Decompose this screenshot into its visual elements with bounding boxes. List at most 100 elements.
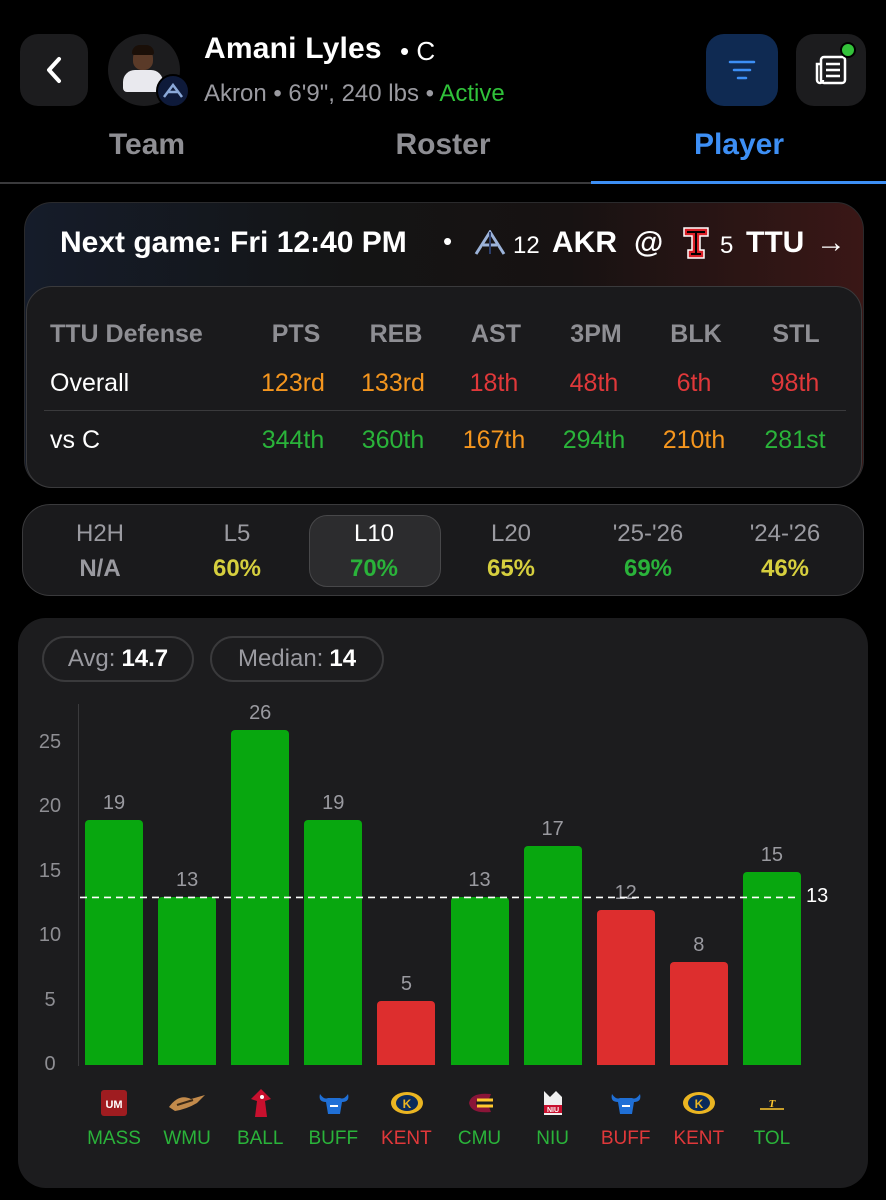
chevron-left-icon (47, 57, 61, 83)
svg-text:K: K (403, 1097, 412, 1111)
tab-divider (0, 182, 886, 184)
split-l5-label[interactable]: L5 (223, 520, 251, 547)
buffalo-logo-icon (305, 1086, 363, 1120)
table-divider (44, 410, 846, 411)
chart-bar[interactable] (523, 845, 582, 1065)
home-rank: 12 (513, 232, 540, 259)
tab-roster[interactable]: Roster (395, 128, 491, 161)
avg-pill: Avg: 14.7 (42, 636, 194, 682)
bar-value-label: 19 (322, 792, 345, 815)
newspaper-icon (815, 55, 847, 85)
kent-logo-icon: K (378, 1086, 436, 1120)
back-button[interactable] (20, 34, 88, 106)
table-cell: 18th (469, 369, 519, 397)
split-l20-value[interactable]: 65% (486, 555, 536, 582)
opponent-label: KENT (673, 1128, 725, 1149)
defense-title: TTU Defense (50, 320, 203, 348)
split-multi-season-label[interactable]: '24-'26 (749, 520, 821, 547)
chart-bar[interactable] (742, 871, 801, 1065)
split-h2h-label[interactable]: H2H (75, 520, 124, 547)
ball-state-logo-icon (232, 1086, 290, 1120)
next-game-label: Next game: Fri 12:40 PM (60, 226, 407, 259)
split-season-label[interactable]: '25-'26 (612, 520, 684, 547)
col-header: REB (369, 320, 423, 348)
defense-table (26, 286, 862, 488)
news-button[interactable] (796, 34, 866, 106)
col-header: PTS (271, 320, 321, 348)
opponent-label: WMU (163, 1128, 211, 1149)
table-cell: 133rd (361, 369, 425, 397)
y-tick-label: 15 (38, 859, 62, 882)
arrow-right-icon: → (816, 226, 846, 259)
split-h2h-value[interactable]: N/A (79, 555, 121, 582)
svg-text:NIU: NIU (547, 1107, 559, 1114)
y-tick-label: 0 (44, 1053, 56, 1075)
y-tick-label: 20 (38, 795, 62, 818)
split-season-value[interactable]: 69% (623, 555, 673, 582)
bar-value-label: 8 (693, 933, 705, 956)
notification-dot (840, 42, 856, 58)
bar-value-label: 13 (175, 869, 199, 892)
akron-logo-icon (474, 229, 506, 261)
chart-bar[interactable] (304, 820, 363, 1065)
player-info: Akron • 6'9", 240 lbs • Active (204, 80, 505, 107)
col-header: AST (471, 320, 521, 348)
y-axis-line (78, 704, 79, 1066)
col-header: STL (772, 320, 820, 348)
home-team: AKR (552, 226, 617, 259)
opponent-label: MASS (87, 1128, 141, 1149)
niu-logo-icon: NIU (524, 1086, 582, 1120)
svg-text:K: K (695, 1097, 704, 1111)
ttu-logo-icon (682, 226, 710, 265)
tab-player[interactable]: Player (693, 128, 785, 161)
umass-logo-icon: UM (85, 1086, 143, 1120)
split-multi-season-value[interactable]: 46% (760, 555, 810, 582)
cmu-logo-icon (451, 1086, 509, 1120)
filter-icon (728, 60, 756, 80)
tab-indicator (591, 181, 886, 184)
opponent-label: TOL (753, 1128, 791, 1149)
chart-bar[interactable] (231, 729, 290, 1065)
table-cell: 294th (562, 426, 626, 454)
split-l10-label[interactable]: L10 (353, 520, 395, 547)
table-cell: 48th (569, 369, 619, 397)
chart-bar[interactable] (377, 1000, 436, 1065)
y-tick-label: 10 (38, 924, 62, 947)
row-label-vs-c: vs C (50, 426, 100, 454)
y-tick-label: 5 (44, 988, 56, 1011)
opponent-label: BUFF (600, 1128, 651, 1149)
table-cell: 6th (676, 369, 712, 397)
chart-bar[interactable] (596, 910, 655, 1065)
table-cell: 360th (361, 426, 425, 454)
bar-value-label: 13 (468, 869, 491, 892)
player-position: • C (400, 36, 436, 66)
split-l20-label[interactable]: L20 (490, 520, 532, 547)
split-selected-bg (309, 515, 441, 587)
svg-text:T: T (769, 1098, 777, 1110)
table-cell: 98th (770, 369, 820, 397)
filter-button[interactable] (706, 34, 778, 106)
status-badge: Active (439, 80, 505, 107)
col-header: BLK (670, 320, 722, 348)
chart-bar[interactable] (450, 897, 509, 1065)
split-l5-value[interactable]: 60% (212, 555, 262, 582)
bar-value-label: 17 (541, 817, 564, 840)
akron-badge-icon (156, 74, 190, 108)
table-cell: 210th (662, 426, 726, 454)
chart-bar[interactable] (669, 961, 728, 1065)
svg-text:UM: UM (105, 1099, 122, 1111)
table-cell: 123rd (261, 369, 325, 397)
chart-bar[interactable] (158, 897, 217, 1065)
opponent-label: CMU (457, 1128, 502, 1149)
chart-bar[interactable] (85, 820, 143, 1065)
bar-value-label: 19 (102, 792, 126, 815)
opponent-label: KENT (381, 1128, 432, 1149)
opponent-label: NIU (536, 1128, 569, 1149)
split-selector (22, 504, 864, 596)
away-rank: 5 (720, 232, 734, 259)
table-cell: 167th (462, 426, 526, 454)
tab-team[interactable]: Team (108, 128, 186, 161)
table-cell: 281st (764, 426, 826, 454)
split-l10-value[interactable]: 70% (349, 555, 399, 582)
buffalo-logo-icon (597, 1086, 655, 1120)
